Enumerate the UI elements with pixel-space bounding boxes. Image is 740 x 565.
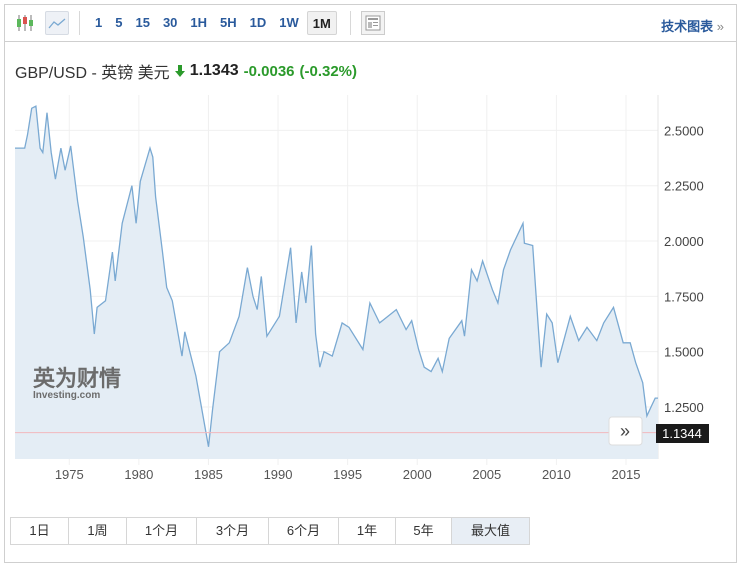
divider: [79, 11, 80, 35]
x-tick-label: 2005: [472, 467, 501, 482]
x-tick-label: 1990: [264, 467, 293, 482]
timeframe-1M[interactable]: 1M: [306, 11, 337, 35]
x-tick-label: 1995: [333, 467, 362, 482]
y-tick-label: 2.0000: [664, 234, 704, 249]
range-button[interactable]: 5年: [396, 518, 452, 544]
timeframe-30[interactable]: 30: [162, 15, 178, 30]
svg-text:英为财情: 英为财情: [33, 366, 121, 392]
double-chevron-right-icon: »: [620, 421, 630, 441]
quote-header: GBP/USD - 英镑 美元 1.1343 -0.0036 (-0.32%): [15, 59, 357, 83]
technical-chart-label: 技术图表: [661, 19, 714, 34]
timeframe-5H[interactable]: 5H: [220, 15, 237, 30]
x-tick-label: 2015: [612, 467, 641, 482]
y-tick-label: 1.2500: [664, 400, 704, 415]
timeframe-1W[interactable]: 1W: [279, 15, 299, 30]
symbol-name: GBP/USD - 英镑 美元: [15, 65, 170, 82]
timeframe-1D[interactable]: 1D: [249, 15, 267, 30]
range-button[interactable]: 1个月: [127, 518, 197, 544]
arrow-down-icon: [174, 65, 185, 77]
price-chart[interactable]: 英为财情 Investing.com » 2.5000 2.2500 2.0000 1…: [0, 0, 740, 500]
timeframe-1[interactable]: 1: [95, 15, 103, 30]
range-button[interactable]: 最大值: [452, 518, 529, 544]
last-price: 1.1343: [189, 62, 239, 79]
y-tick-label: 2.5000: [664, 123, 704, 138]
y-tick-label: 2.2500: [664, 179, 704, 194]
scroll-right-button[interactable]: »: [608, 416, 643, 446]
price-change: -0.0036: [243, 62, 295, 80]
timeframe-1H[interactable]: 1H: [190, 15, 208, 30]
watermark-logo: 英为财情 Investing.com: [33, 366, 121, 401]
x-tick-label: 1985: [194, 467, 223, 482]
range-button[interactable]: 1日: [11, 518, 69, 544]
timeframe-15[interactable]: 15: [135, 15, 150, 30]
range-button[interactable]: 1年: [339, 518, 396, 544]
y-tick-label: 1.5000: [664, 345, 704, 360]
range-button[interactable]: 6个月: [269, 518, 339, 544]
line-chart-icon[interactable]: [45, 11, 69, 35]
timeframe-5[interactable]: 5: [115, 15, 123, 30]
svg-text:1.1344: 1.1344: [662, 426, 702, 441]
current-price-label: 1.1344: [656, 424, 709, 443]
toolbar: 1 5 15 30 1H 5H 1D 1W 1M 技术图表 »: [5, 5, 736, 42]
technical-chart-link[interactable]: 技术图表 »: [661, 16, 724, 35]
layout-icon[interactable]: [360, 11, 385, 35]
chart-widget: 1 5 15 30 1H 5H 1D 1W 1M 技术图表 » GBP/USD - 英镑 美元 …: [4, 4, 737, 563]
x-tick-label: 2010: [542, 467, 571, 482]
chevron-right-icon: »: [716, 19, 724, 34]
divider: [349, 11, 351, 35]
x-tick-label: 1980: [124, 467, 153, 482]
range-button[interactable]: 1周: [69, 518, 127, 544]
x-tick-label: 1975: [55, 467, 84, 482]
y-tick-label: 1.7500: [664, 289, 704, 304]
range-selector: 1日 1周 1个月 3个月 6个月 1年 5年 最大值: [10, 517, 530, 545]
price-line: [15, 105, 658, 447]
svg-text:Investing.com: Investing.com: [33, 390, 100, 401]
x-tick-label: 2000: [403, 467, 432, 482]
price-change-percent: (-0.32%): [299, 62, 358, 80]
price-area: [15, 106, 658, 459]
candlestick-chart-icon[interactable]: [13, 11, 37, 35]
range-button[interactable]: 3个月: [197, 518, 269, 544]
